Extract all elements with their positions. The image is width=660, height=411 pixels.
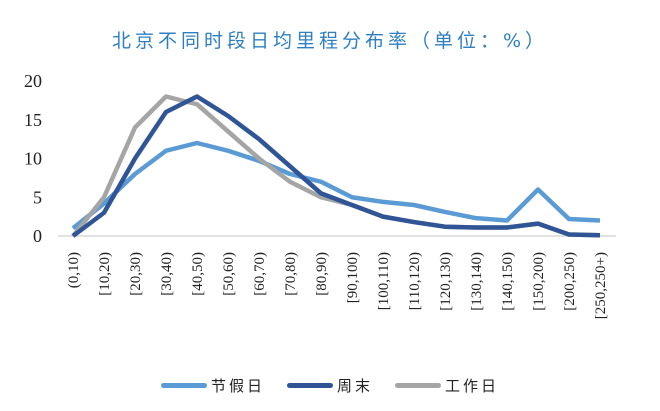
legend-item: 节假日 [160,375,265,396]
y-tick-label: 20 [24,71,42,91]
x-tick-label: [10,20) [97,252,113,296]
y-tick-label: 0 [33,226,42,246]
legend-item: 工作日 [395,375,499,396]
x-tick-label: [200,250) [562,252,578,311]
y-tick-label: 5 [33,187,42,207]
legend-swatch-icon [395,383,441,388]
y-tick-label: 10 [24,149,42,169]
x-tick-label: (0,10) [66,252,82,288]
legend-item: 周末 [286,375,373,396]
series-line-2 [71,94,601,238]
x-tick-label: [80,90) [314,252,330,296]
x-tick-label: [70,80) [283,252,299,296]
x-tick-label: [100,110) [376,252,392,310]
line-chart: 0 5 10 15 20 (0,10) [10,20) [20,30) [30,40) [40,5… [24,71,616,319]
chart-legend: 节假日 周末 工作日 [0,375,660,396]
chart-title: 北京不同时段日均里程分布率（单位：%） [111,30,549,52]
series-line-1 [71,94,601,238]
x-tick-label: [250,250+) [593,252,609,319]
legend-label: 工作日 [445,377,500,395]
x-tick-label: [130,140) [469,252,485,311]
x-tick-label: [140,150) [500,252,516,311]
x-tick-label: [60,70) [252,252,268,296]
legend-swatch-icon [286,383,333,388]
x-tick-label: [110,120) [407,252,423,310]
legend-label: 节假日 [210,377,265,395]
y-tick-label: 15 [24,110,42,130]
series-line-0 [71,140,601,231]
x-tick-label: [30,40) [159,252,175,296]
x-tick-label: [50,60) [221,252,237,296]
x-tick-label: [40,50) [190,252,206,296]
legend-label: 周末 [336,377,373,395]
legend-swatch-icon [160,383,207,388]
x-tick-label: [90,100) [345,252,361,303]
x-tick-label: [120,130) [438,252,454,311]
x-tick-label: [20,30) [128,252,144,296]
x-tick-label: [150,200) [531,252,547,311]
